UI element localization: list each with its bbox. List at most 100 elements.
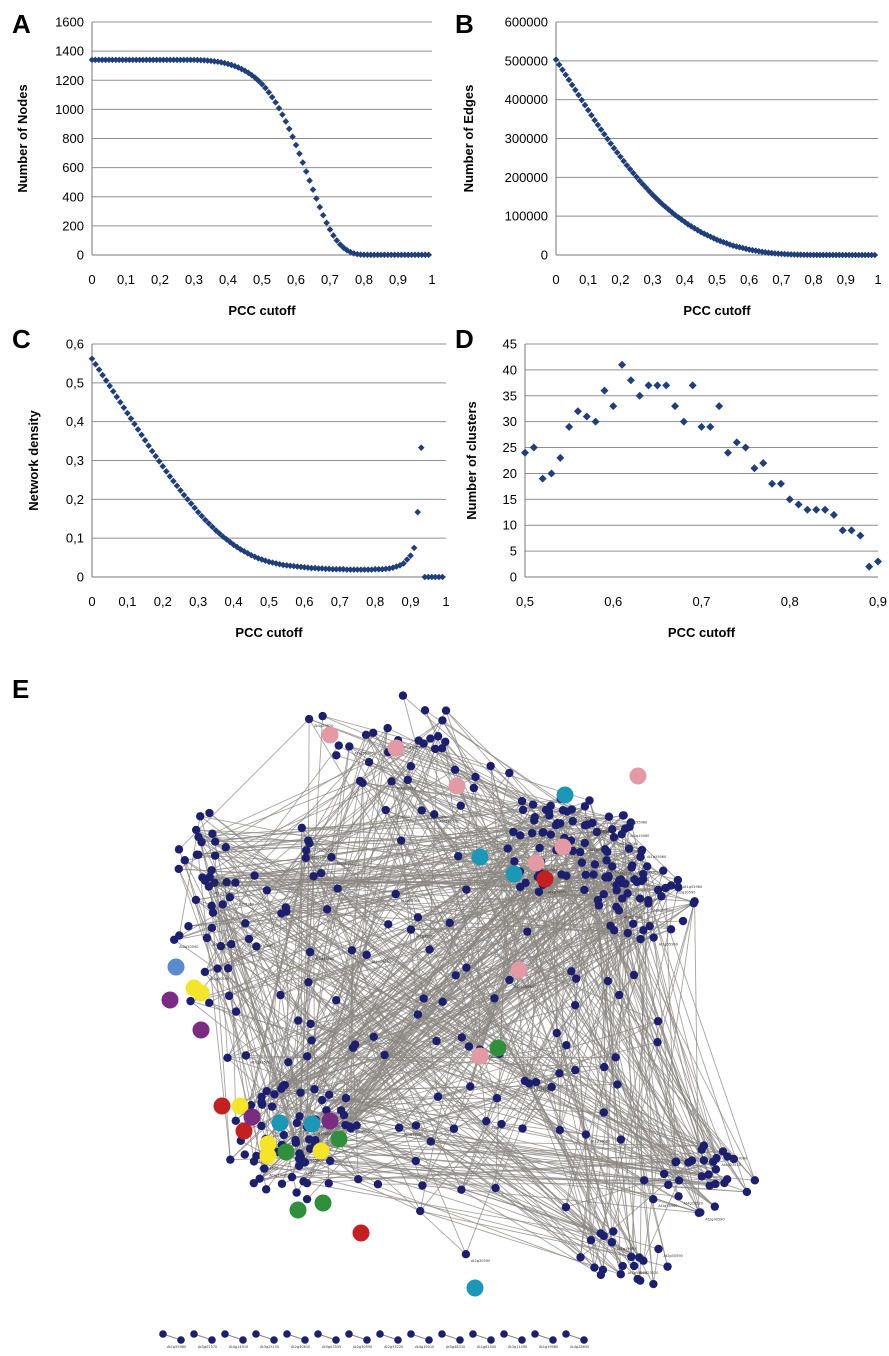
network-node: [599, 1108, 608, 1117]
network-node: [527, 828, 537, 838]
network-node: [528, 800, 538, 809]
network-node: [552, 1028, 562, 1038]
panel-b-data-point: [565, 76, 573, 84]
network-node: [292, 1118, 301, 1128]
network-edge: [604, 849, 654, 1285]
network-node: [191, 895, 201, 905]
network-node: [515, 882, 525, 892]
network-node-label: At4g28650: [570, 1345, 589, 1349]
network-node: [438, 1330, 446, 1338]
network-highlight-node: [466, 1279, 484, 1297]
network-node: [583, 820, 592, 829]
network-node: [589, 870, 598, 879]
panel-c-data-point: [127, 415, 135, 422]
network-edge: [244, 923, 595, 1268]
network-node: [301, 846, 311, 855]
panel-a-data-point: [282, 118, 290, 125]
network-node: [664, 1180, 673, 1190]
network-node: [555, 1125, 565, 1135]
network-edge: [280, 732, 374, 996]
panel-c-data-point: [421, 573, 429, 581]
network-edge: [285, 740, 420, 912]
panel-a-data-point: [129, 56, 137, 64]
network-edge: [407, 779, 641, 940]
panel-c-x-tick-label: 0,3: [189, 594, 207, 609]
network-edge: [222, 904, 614, 1232]
network-edge: [308, 889, 585, 1140]
network-node: [509, 827, 518, 837]
network-node: [451, 971, 460, 980]
panel-c-y-tick-label: 0,5: [66, 375, 84, 390]
network-node-label: At1g19080: [600, 869, 619, 873]
network-node: [723, 1152, 732, 1161]
panel-c-data-point: [209, 523, 216, 531]
network-node: [363, 1336, 371, 1344]
panel-c-data-point: [152, 452, 160, 460]
panel-d-data-point: [618, 360, 627, 369]
panel-a-data-point: [357, 251, 364, 258]
panel-b-data-point: [639, 181, 647, 188]
network-node: [529, 816, 539, 825]
network-node: [568, 817, 577, 826]
network-node: [314, 1330, 322, 1338]
panel-d-data-point: [741, 443, 750, 452]
panel-d-data-point: [750, 464, 759, 473]
network-edge: [435, 748, 491, 767]
panel-a-data-point: [404, 251, 412, 259]
network-edge: [284, 928, 672, 1086]
panel-c-data-point: [393, 563, 400, 570]
network-node-label: At1g19080: [391, 815, 410, 819]
network-edge: [362, 782, 631, 823]
panel-a-data-point: [217, 59, 225, 66]
network-edge: [229, 806, 586, 1160]
network-edge: [580, 1160, 693, 1258]
panel-a-data-point: [302, 168, 310, 175]
network-node: [616, 875, 626, 884]
network-node: [666, 925, 676, 934]
network-node: [704, 1170, 713, 1179]
network-edge: [254, 875, 312, 1025]
network-node: [580, 1336, 588, 1344]
panel-b-data-point: [601, 130, 608, 138]
network-edge: [211, 905, 437, 1042]
network-edge: [542, 832, 710, 1175]
panel-d-data-point: [768, 479, 777, 488]
network-node: [642, 862, 652, 871]
network-node: [270, 1090, 279, 1099]
network-node: [580, 885, 589, 895]
network-node: [224, 991, 234, 1001]
network-node: [307, 1036, 316, 1045]
network-node: [590, 860, 600, 869]
panel-d-y-tick-label: 5: [510, 544, 517, 559]
network-node: [649, 1279, 658, 1289]
panel-a-y-tick-label: 1600: [55, 15, 84, 30]
network-node: [210, 878, 219, 887]
network-edge: [417, 878, 644, 918]
panel-a-data-point: [255, 77, 262, 85]
panel-b-data-point: [584, 106, 592, 114]
network-node: [208, 908, 218, 917]
network-node: [184, 922, 193, 931]
panel-c-x-tick-label: 0,6: [295, 594, 313, 609]
panel-b-x-tick-label: 0,5: [708, 272, 726, 287]
network-node: [469, 1330, 477, 1338]
panel-b-data-point: [552, 56, 560, 63]
network-node: [406, 762, 416, 771]
network-node: [430, 744, 440, 754]
network-node: [316, 869, 326, 878]
network-node: [416, 1206, 425, 1216]
network-highlight-node: [161, 991, 179, 1009]
network-edge: [178, 718, 310, 850]
panel-a-data-point: [313, 195, 320, 202]
network-highlight-node: [231, 1097, 249, 1115]
network-node: [301, 853, 310, 863]
panel-d-data-point: [715, 402, 724, 411]
network-node: [561, 1202, 571, 1212]
network-node: [257, 1098, 266, 1107]
network-edge: [358, 1178, 595, 1268]
network-node: [602, 856, 611, 865]
network-node: [205, 872, 214, 882]
network-highlight-node: [303, 1115, 321, 1133]
network-node-label: At4g23520: [311, 855, 330, 859]
network-node: [292, 1188, 301, 1197]
